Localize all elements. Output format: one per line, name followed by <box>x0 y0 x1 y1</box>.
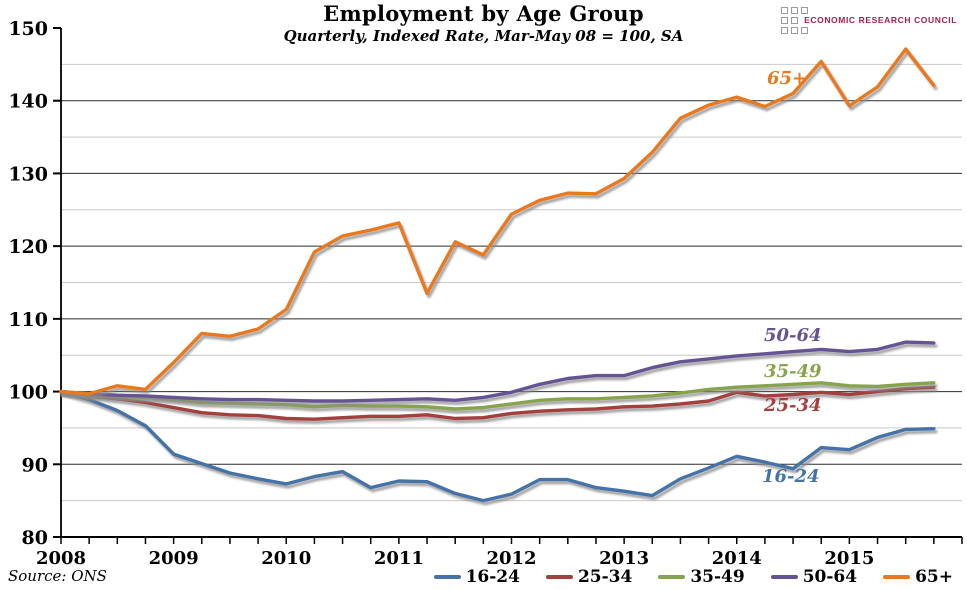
legend-label: 35-49 <box>690 567 745 587</box>
x-axis-label: 2009 <box>149 548 199 569</box>
logo-squares-row <box>781 6 957 14</box>
legend-label: 65+ <box>915 567 953 587</box>
y-axis-label: 130 <box>8 163 48 185</box>
series-line-35-49 <box>59 381 936 411</box>
series-line-65+ <box>59 47 936 396</box>
logo-square-icon <box>801 26 809 34</box>
chart-title: Employment by Age Group <box>323 1 644 26</box>
series-label-65+: 65+ <box>767 68 807 89</box>
series-label-50-64: 50-64 <box>764 325 822 346</box>
y-axis-label: 90 <box>22 454 48 476</box>
legend-item-65+: 65+ <box>883 567 953 587</box>
x-axis-label: 2015 <box>824 548 874 569</box>
x-axis-label: 2012 <box>486 548 536 569</box>
legend-swatch-icon <box>545 574 573 580</box>
series-line-25-34 <box>59 385 936 421</box>
legend-label: 50-64 <box>802 567 858 587</box>
logo-squares-row: ECONOMIC RESEARCH COUNCIL <box>781 15 957 25</box>
legend-item-35-49: 35-49 <box>658 567 745 587</box>
x-axis-label: 2010 <box>261 548 311 569</box>
y-axis-label: 80 <box>22 527 48 549</box>
legend-item-16-24: 16-24 <box>433 567 520 587</box>
legend-swatch-icon <box>770 574 798 580</box>
series-label-16-24: 16-24 <box>762 466 820 487</box>
x-axis-label: 2014 <box>712 548 762 569</box>
logo-square-icon <box>791 16 799 24</box>
series-label-35-49: 35-49 <box>764 361 822 382</box>
logo-square-icon <box>781 26 789 34</box>
chart-subtitle: Quarterly, Indexed Rate, Mar-May 08 = 10… <box>283 27 684 45</box>
legend-label: 25-34 <box>577 567 633 587</box>
y-axis-label: 100 <box>8 382 48 404</box>
erc-logo: ECONOMIC RESEARCH COUNCIL <box>781 6 957 36</box>
legend-label: 16-24 <box>465 567 520 587</box>
series-line-16-24 <box>59 389 936 503</box>
y-axis-label: 150 <box>8 18 48 40</box>
x-axis-label: 2008 <box>36 548 86 569</box>
logo-squares-row <box>781 26 957 34</box>
y-axis-label: 140 <box>8 91 48 113</box>
x-axis-label: 2013 <box>599 548 649 569</box>
series-line-50-64 <box>59 340 936 403</box>
logo-square-icon <box>781 16 789 24</box>
logo-square-icon <box>791 26 799 34</box>
legend-item-50-64: 50-64 <box>770 567 858 587</box>
chart-legend: 16-24 25-34 35-49 50-64 65+ <box>433 567 953 587</box>
legend-swatch-icon <box>883 574 911 580</box>
source-note: Source: ONS <box>8 567 107 585</box>
y-axis-label: 120 <box>8 236 48 258</box>
series-label-25-34: 25-34 <box>763 395 822 416</box>
logo-square-icon <box>781 6 789 14</box>
logo-square-icon <box>801 6 809 14</box>
x-axis-label: 2011 <box>374 548 424 569</box>
logo-text: ECONOMIC RESEARCH COUNCIL <box>804 15 957 25</box>
legend-item-25-34: 25-34 <box>545 567 633 587</box>
y-axis-label: 110 <box>8 309 48 331</box>
legend-swatch-icon <box>433 574 461 580</box>
logo-square-icon <box>791 6 799 14</box>
legend-swatch-icon <box>658 574 686 580</box>
